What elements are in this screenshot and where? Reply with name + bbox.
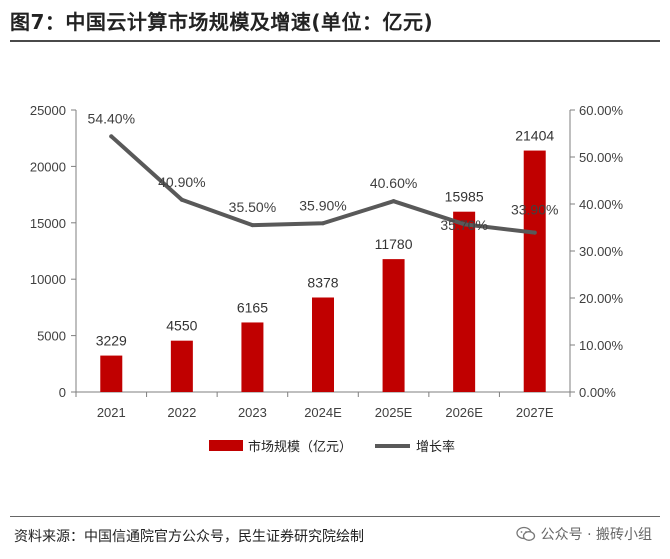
line-value-label: 54.40% (88, 110, 135, 126)
legend-line-label: 增长率 (416, 439, 455, 454)
source-note: 资料来源：中国信通院官方公众号，民生证券研究院绘制 (14, 529, 364, 545)
growth-point (391, 199, 396, 204)
growth-point (250, 223, 255, 228)
bar-value-label: 11780 (375, 236, 413, 252)
bar-value-label: 3229 (96, 333, 127, 349)
y-left-tick-label: 20000 (30, 159, 66, 174)
x-tick-label: 2025E (375, 405, 413, 420)
growth-point (179, 197, 184, 202)
bar-value-label: 4550 (166, 318, 197, 334)
bar-value-label: 6165 (237, 299, 268, 315)
y-right-tick-label: 10.00% (579, 338, 624, 353)
x-tick-label: 2022 (167, 405, 196, 420)
growth-point (321, 221, 325, 226)
line-value-label: 40.60% (370, 175, 417, 191)
legend-bar-label: 市场规模（亿元） (248, 439, 352, 454)
y-left-tick-label: 25000 (30, 103, 66, 118)
y-right-tick-label: 60.00% (579, 103, 624, 118)
line-value-label: 35.90% (299, 197, 346, 213)
growth-point (532, 230, 537, 235)
watermark-text: 公众号 · 搬砖小组 (540, 527, 652, 543)
line-value-label: 33.90% (511, 202, 558, 218)
y-left-tick-label: 5000 (37, 329, 66, 344)
y-right-tick-label: 50.00% (579, 150, 624, 165)
growth-point (462, 222, 467, 227)
legend-bar-swatch (209, 440, 243, 451)
chart-canvas: 0 5000 10000 15000 20000 25000 0.00% 10.00% 20.0… (30, 103, 624, 454)
bar (100, 355, 123, 392)
bar-value-label: 21404 (515, 128, 554, 144)
bar-value-label: 8378 (307, 274, 338, 290)
title-divider (10, 40, 660, 42)
y-right-tick-label: 0.00% (579, 385, 616, 400)
y-left-tick-label: 10000 (30, 272, 66, 287)
bar (241, 322, 264, 392)
y-right-tick-label: 20.00% (579, 291, 624, 306)
line-value-label: 35.50% (229, 199, 276, 215)
growth-point (109, 134, 114, 139)
x-tick-label: 2021 (97, 405, 126, 420)
y-left-tick-label: 15000 (30, 216, 66, 231)
chart-title: 图7：中国云计算市场规模及增速(单位：亿元) (10, 10, 434, 34)
bar (170, 340, 193, 392)
x-tick-label: 2023 (238, 405, 267, 420)
x-tick-label: 2024E (304, 405, 342, 420)
chart-legend: 市场规模（亿元） 增长率 (209, 439, 455, 454)
bar-value-label: 15985 (445, 189, 484, 205)
bar (523, 150, 546, 392)
y-right-tick-label: 40.00% (579, 197, 624, 212)
bar (312, 297, 334, 392)
watermark: 公众号 · 搬砖小组 (515, 524, 652, 544)
x-tick-label: 2026E (445, 405, 483, 420)
bar (453, 211, 476, 392)
y-left-tick-label: 0 (59, 385, 66, 400)
y-right-tick-label: 30.00% (579, 244, 624, 259)
x-tick-label: 2027E (516, 405, 554, 420)
footer-divider (10, 516, 660, 517)
line-value-label: 40.90% (158, 174, 205, 190)
line-value-label: 35.70% (440, 217, 487, 233)
bar (382, 259, 405, 392)
wechat-icon (515, 526, 535, 541)
